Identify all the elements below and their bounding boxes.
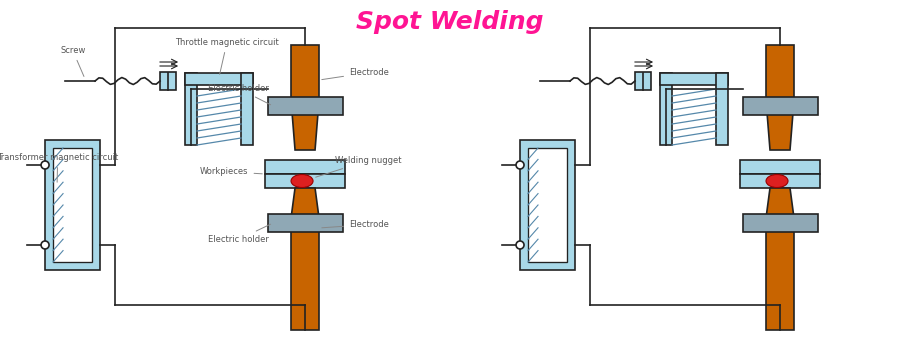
Circle shape [41,241,50,249]
Text: Electrode: Electrode [322,68,389,80]
Bar [740,174,820,188]
Polygon shape [291,188,319,218]
Bar [291,45,319,100]
Bar [766,218,794,330]
Bar [185,73,197,145]
Bar [528,148,567,262]
Circle shape [41,161,50,169]
Bar [660,73,728,85]
Text: Electrode: Electrode [322,220,389,229]
Polygon shape [766,100,794,150]
Polygon shape [291,100,319,150]
Bar [45,140,100,270]
Text: Transformer magnetic circuit: Transformer magnetic circuit [0,153,118,182]
Bar [265,160,345,174]
Bar [185,73,253,85]
Bar [268,97,343,115]
Bar [660,73,672,145]
Text: Electric holder: Electric holder [208,224,271,244]
Polygon shape [766,188,794,218]
Text: Screw: Screw [60,46,86,76]
Bar [743,97,818,115]
Bar [635,72,651,90]
Ellipse shape [291,175,313,188]
Bar [520,140,575,270]
Bar [743,214,818,232]
Bar [716,73,728,145]
Bar [766,45,794,100]
Bar [268,214,343,232]
Text: Workpieces: Workpieces [200,167,262,176]
Bar [160,72,176,90]
Bar [241,73,253,145]
Text: Spot Welding: Spot Welding [356,10,544,34]
Text: Welding nugget: Welding nugget [316,156,401,177]
Ellipse shape [766,175,788,188]
Bar [265,174,345,188]
Bar [740,160,820,174]
Circle shape [516,161,524,169]
Text: Throttle magnetic circuit: Throttle magnetic circuit [175,38,279,74]
Bar [53,148,92,262]
Text: Electric holder: Electric holder [208,84,271,105]
Bar [291,218,319,330]
Circle shape [516,241,524,249]
